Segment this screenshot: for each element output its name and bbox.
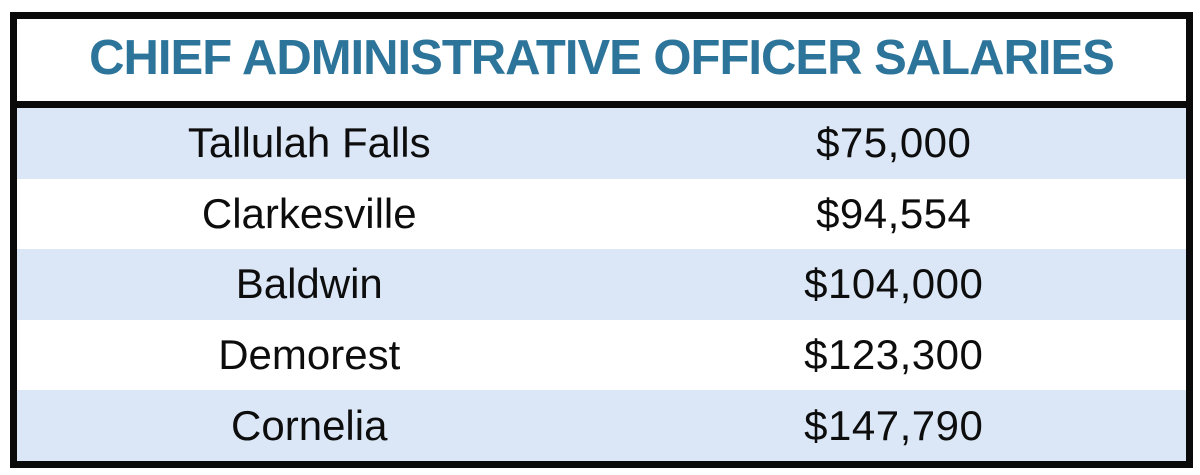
table-row: Tallulah Falls $75,000	[17, 108, 1186, 179]
salary-value: $123,300	[804, 331, 984, 379]
table-row: Demorest $123,300	[17, 319, 1186, 391]
salary-value: $75,000	[816, 119, 972, 167]
table-row: Clarkesville $94,554	[17, 178, 1186, 250]
table-title: CHIEF ADMINISTRATIVE OFFICER SALARIES	[89, 30, 1115, 85]
municipality-name: Tallulah Falls	[187, 119, 431, 167]
table-row: Cornelia $147,790	[17, 390, 1186, 461]
salary-value: $147,790	[804, 401, 984, 449]
salary-table: CHIEF ADMINISTRATIVE OFFICER SALARIES Ta…	[10, 12, 1193, 468]
municipality-name: Cornelia	[231, 401, 388, 449]
municipality-name: Baldwin	[235, 260, 383, 308]
table-body: Tallulah Falls $75,000 Clarkesville $94,…	[17, 108, 1186, 461]
salary-value: $94,554	[816, 189, 972, 237]
table-title-row: CHIEF ADMINISTRATIVE OFFICER SALARIES	[17, 19, 1186, 108]
municipality-name: Demorest	[218, 331, 401, 379]
municipality-name: Clarkesville	[201, 189, 417, 237]
salary-value: $104,000	[804, 260, 984, 308]
table-row: Baldwin $104,000	[17, 249, 1186, 320]
